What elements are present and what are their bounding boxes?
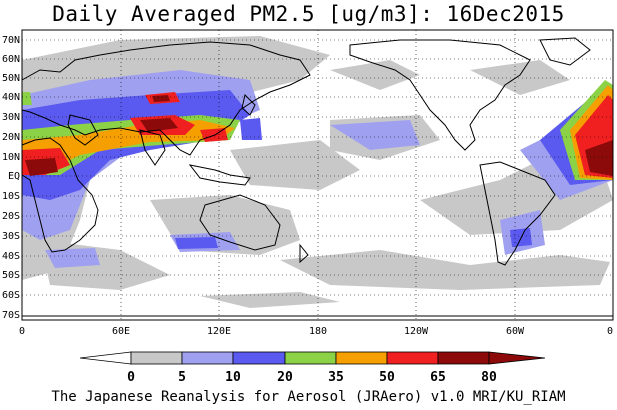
lat-label: 30S [2, 231, 20, 242]
colorbar-label: 35 [328, 370, 344, 385]
colorbar-segment [284, 351, 337, 365]
colorbar-segment [130, 351, 183, 365]
colorbar-label: 5 [178, 370, 186, 385]
lon-label: 60E [112, 326, 130, 337]
lat-label: 60S [2, 290, 20, 301]
lat-label: 50N [2, 73, 20, 84]
colorbar-segment [335, 351, 388, 365]
lat-label: 40S [2, 251, 20, 262]
map-title: Daily Averaged PM2.5 [ug/m3]: 16Dec2015 [52, 2, 565, 26]
lat-label: 30N [2, 112, 20, 123]
map-frame [21, 29, 614, 321]
colorbar-label: 80 [481, 370, 497, 385]
colorbar-segment [232, 351, 286, 365]
lon-label: 120W [404, 326, 429, 337]
lat-label: 70N [2, 35, 20, 46]
lon-labels: 0 60E 120E 180 120W 60W 0 [19, 326, 613, 337]
lon-label: 180 [309, 326, 327, 337]
colorbar-label: 65 [430, 370, 446, 385]
colorbar-segment [437, 351, 490, 365]
lat-label: 20N [2, 132, 20, 143]
coastlines [21, 37, 613, 317]
lat-label: 10N [2, 152, 20, 163]
colorbar-segment [386, 351, 439, 365]
lat-label: 20S [2, 211, 20, 222]
colorbar-label: 50 [379, 370, 395, 385]
lat-label: 40N [2, 92, 20, 103]
lon-label: 0 [607, 326, 613, 337]
colorbar-label: 0 [127, 370, 135, 385]
lat-label: 70S [2, 310, 20, 321]
colorbar-segment [181, 351, 234, 365]
lon-label: 120E [207, 326, 231, 337]
colorbar-segment [488, 351, 546, 365]
lat-label: 10S [2, 191, 20, 202]
lat-label: 60N [2, 54, 20, 65]
footer-credit: The Japanese Reanalysis for Aerosol (JRA… [51, 389, 566, 405]
colorbar [79, 351, 546, 365]
colorbar-segment [79, 351, 132, 365]
lat-label: 50S [2, 270, 20, 281]
colorbar-label: 10 [225, 370, 241, 385]
lon-label: 60W [506, 326, 525, 337]
lat-labels: 70N 60N 50N 40N 30N 20N 10N EQ 10S 20S 3… [2, 35, 20, 321]
lat-label: EQ [8, 171, 20, 182]
colorbar-label: 20 [277, 370, 293, 385]
colorbar-labels: 0 5 10 20 35 50 65 80 [127, 370, 497, 385]
lon-label: 0 [19, 326, 25, 337]
graticule [22, 30, 613, 320]
